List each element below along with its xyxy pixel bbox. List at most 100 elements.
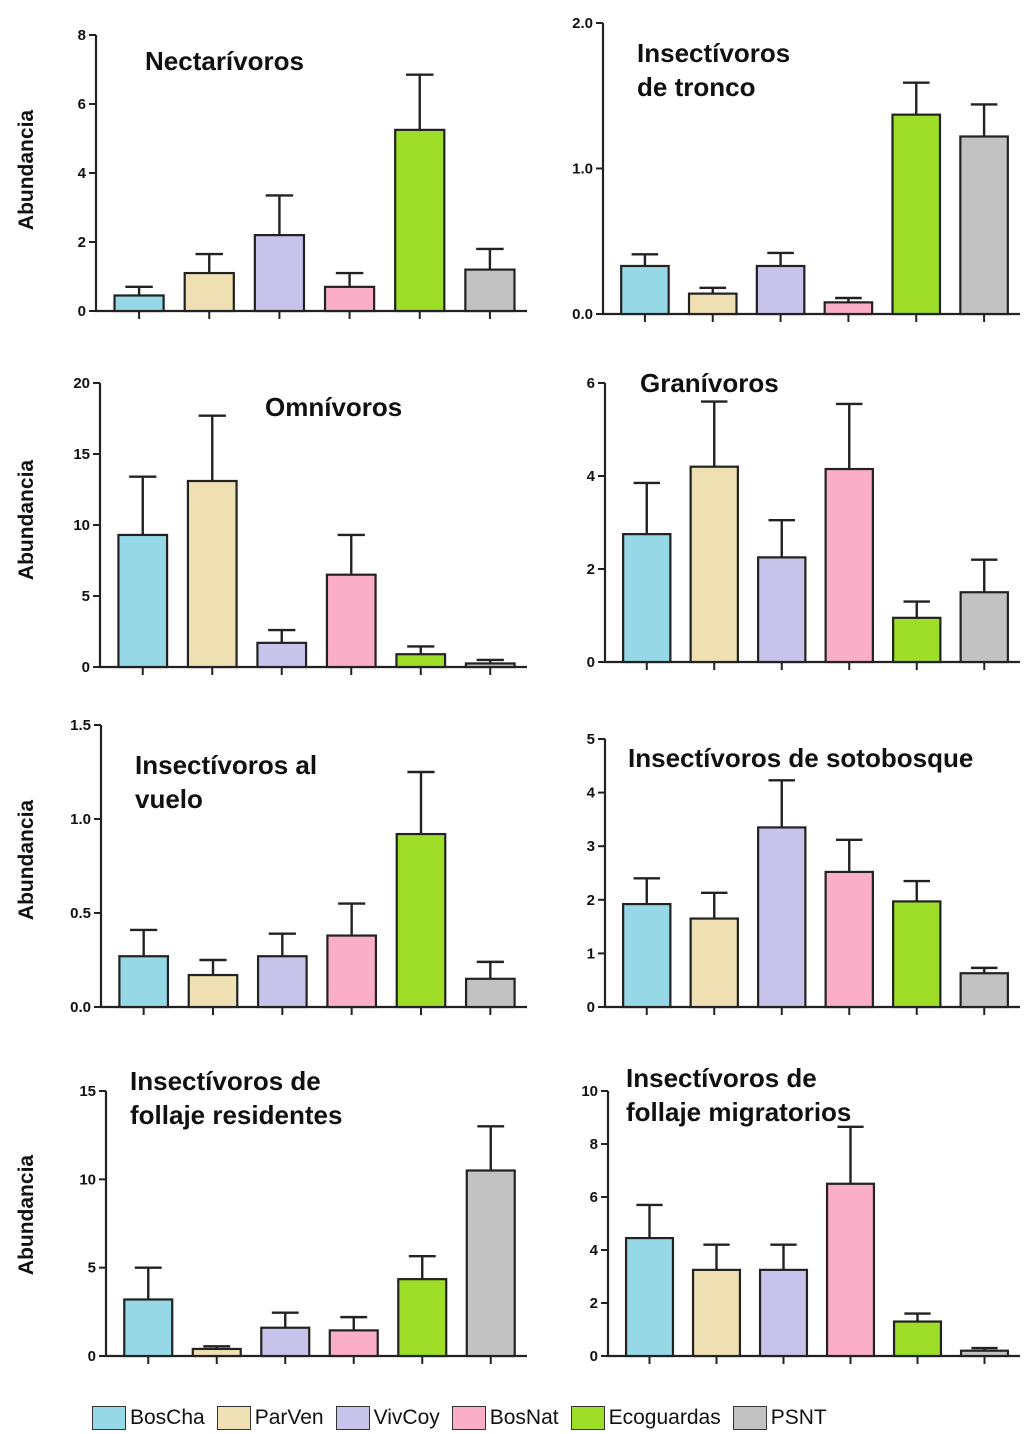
- bar-psnt: [464, 268, 516, 313]
- y-tick-label: 15: [73, 446, 90, 463]
- bar-bosnat: [824, 870, 874, 1009]
- bar-vivcoy: [757, 556, 807, 664]
- bar-bosnat: [825, 1182, 876, 1358]
- panel-title: Insectívoros de: [626, 1063, 817, 1093]
- bar-parven: [183, 271, 235, 313]
- y-tick-label: 0: [590, 1348, 598, 1365]
- bar-ecoguardas: [394, 128, 446, 313]
- legend-label-psnt: PSNT: [770, 1406, 827, 1429]
- legend-swatch-boscha: [92, 1406, 126, 1430]
- bar-vivcoy: [260, 1326, 311, 1358]
- bar-parven: [689, 465, 739, 664]
- bar-psnt: [959, 135, 1009, 316]
- bar-psnt: [464, 662, 516, 669]
- y-tick-label: 0: [587, 654, 595, 671]
- y-tick-label: 1.5: [70, 717, 91, 734]
- bar-psnt: [464, 977, 516, 1009]
- y-tick-label: 10: [73, 517, 90, 534]
- legend-label-vivcoy: VivCoy: [373, 1406, 440, 1429]
- y-tick-label: 5: [82, 588, 90, 605]
- bar-bosnat: [823, 301, 874, 316]
- y-tick-label: 2: [587, 561, 595, 578]
- bar-vivcoy: [757, 826, 807, 1009]
- bar-parven: [191, 1347, 242, 1358]
- legend-label-ecoguardas: Ecoguardas: [608, 1406, 721, 1429]
- bar-vivcoy: [755, 264, 806, 316]
- y-axis-label: Abundancia: [15, 460, 38, 580]
- y-axis-label: Abundancia: [15, 1155, 38, 1275]
- bar-psnt: [959, 1349, 1010, 1358]
- legend-swatch-parven: [216, 1406, 251, 1430]
- chart-panel-3: 0 5 10 15 20 Omnívoros Abundancia: [15, 375, 527, 676]
- bar-boscha: [123, 1298, 174, 1358]
- y-tick-label: 4: [587, 468, 596, 485]
- bar-boscha: [622, 902, 672, 1009]
- bar-vivcoy: [256, 955, 308, 1009]
- bar-boscha: [622, 533, 672, 664]
- legend-item-bosnat: BosNat: [451, 1406, 559, 1430]
- bar-ecoguardas: [397, 1278, 448, 1358]
- bar-ecoguardas: [891, 113, 942, 316]
- chart-panel-5: 0.0 0.5 1.0 1.5 Insectívoros al vuelo Abundanc…: [15, 717, 527, 1016]
- panel-title: vuelo: [135, 784, 203, 814]
- bar-psnt: [959, 972, 1009, 1009]
- y-tick-label: 15: [79, 1083, 96, 1100]
- chart-panel-1: 0 2 4 6 8 Nectarívoros Abundancia: [15, 27, 527, 320]
- y-tick-label: 2: [78, 234, 86, 251]
- chart-panel-2: 0.0 1.0 2.0 Insectívoros de tronco: [572, 15, 1020, 323]
- chart-panel-4: 0 2 4 6 Granívoros: [587, 368, 1020, 671]
- y-tick-label: 1.0: [70, 811, 91, 828]
- legend-label-parven: ParVen: [254, 1406, 324, 1429]
- y-tick-label: 4: [78, 165, 87, 182]
- panel-title: de tronco: [637, 72, 755, 102]
- bar-parven: [187, 973, 239, 1009]
- y-tick-label: 3: [587, 838, 595, 855]
- y-tick-label: 0: [78, 303, 86, 320]
- y-tick-label: 2: [587, 892, 595, 909]
- bar-parven: [689, 917, 739, 1009]
- legend: BosCha ParVen VivCoy BosNat Ecoguardas P…: [92, 1403, 827, 1433]
- y-tick-label: 20: [73, 375, 90, 392]
- y-tick-label: 0: [82, 659, 90, 676]
- bar-boscha: [624, 1236, 675, 1358]
- legend-item-parven: ParVen: [216, 1406, 324, 1430]
- panel-title: follaje residentes: [130, 1100, 342, 1130]
- bar-parven: [691, 1268, 742, 1358]
- legend-swatch-vivcoy: [335, 1406, 370, 1430]
- bar-psnt: [959, 591, 1009, 664]
- chart-panel-7: 0 5 10 15 Insectívoros de follaje residentes A…: [15, 1066, 527, 1365]
- panel-title: follaje migratorios: [626, 1097, 851, 1127]
- y-tick-label: 2: [590, 1295, 598, 1312]
- bar-ecoguardas: [892, 616, 942, 664]
- panel-title: Insectívoros al: [135, 750, 317, 780]
- bar-bosnat: [328, 1329, 379, 1358]
- bar-bosnat: [325, 573, 377, 669]
- panel-title: Omnívoros: [265, 392, 402, 422]
- legend-item-vivcoy: VivCoy: [335, 1406, 440, 1430]
- bar-ecoguardas: [892, 1320, 943, 1358]
- y-tick-label: 4: [590, 1242, 599, 1259]
- chart-panel-6: 0 1 2 3 4 5 Insectívoros de sotobosque: [587, 731, 1020, 1016]
- bar-parven: [186, 479, 238, 669]
- bar-vivcoy: [256, 641, 308, 669]
- bar-vivcoy: [758, 1268, 809, 1358]
- legend-label-bosnat: BosNat: [489, 1406, 559, 1429]
- y-tick-label: 1.0: [572, 161, 593, 178]
- y-tick-label: 6: [590, 1189, 598, 1206]
- legend-label-boscha: BosCha: [130, 1406, 205, 1429]
- y-tick-label: 5: [587, 731, 595, 748]
- y-tick-label: 1: [587, 945, 595, 962]
- bar-ecoguardas: [395, 653, 447, 669]
- legend-item-ecoguardas: Ecoguardas: [570, 1406, 721, 1430]
- y-tick-label: 6: [78, 96, 86, 113]
- y-tick-label: 0.0: [572, 306, 593, 323]
- y-tick-label: 2.0: [572, 15, 593, 32]
- bar-bosnat: [824, 467, 874, 664]
- y-tick-label: 0.5: [70, 905, 91, 922]
- panel-title: Insectívoros de sotobosque: [628, 743, 973, 773]
- y-tick-label: 10: [581, 1083, 598, 1100]
- y-axis-label: Abundancia: [15, 800, 38, 920]
- bar-boscha: [620, 264, 670, 316]
- bar-boscha: [117, 533, 169, 669]
- figure-panels: 0 2 4 6 8 Nectarívoros Abundancia 0.0 1.0 2.0 Inse…: [15, 15, 1020, 1365]
